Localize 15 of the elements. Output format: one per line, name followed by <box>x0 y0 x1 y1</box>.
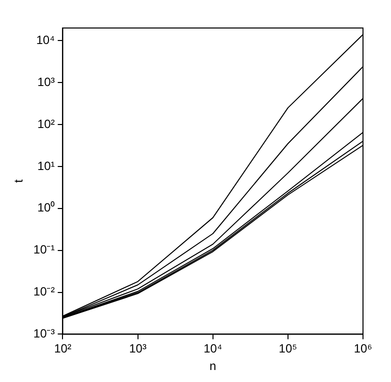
y-axis-title: t <box>12 178 26 183</box>
y-tick-label: 10⁰ <box>37 200 55 215</box>
x-tick-label: 10² <box>54 342 72 356</box>
y-tick-label: 10⁻² <box>33 284 55 299</box>
y-tick-label: 10¹ <box>37 158 55 173</box>
y-tick-label: 10⁴ <box>36 32 55 47</box>
x-tick-label: 10⁶ <box>354 342 372 356</box>
y-tick-label: 10² <box>37 116 55 131</box>
x-tick-label: 10⁴ <box>204 342 222 356</box>
y-tick-label: 10⁻¹ <box>33 242 55 257</box>
x-tick-label: 10³ <box>129 342 146 356</box>
x-axis-title: n <box>210 359 216 374</box>
y-tick-label: 10⁻³ <box>33 326 55 341</box>
x-tick-label: 10⁵ <box>278 342 298 356</box>
y-tick-label: 10³ <box>37 74 55 89</box>
